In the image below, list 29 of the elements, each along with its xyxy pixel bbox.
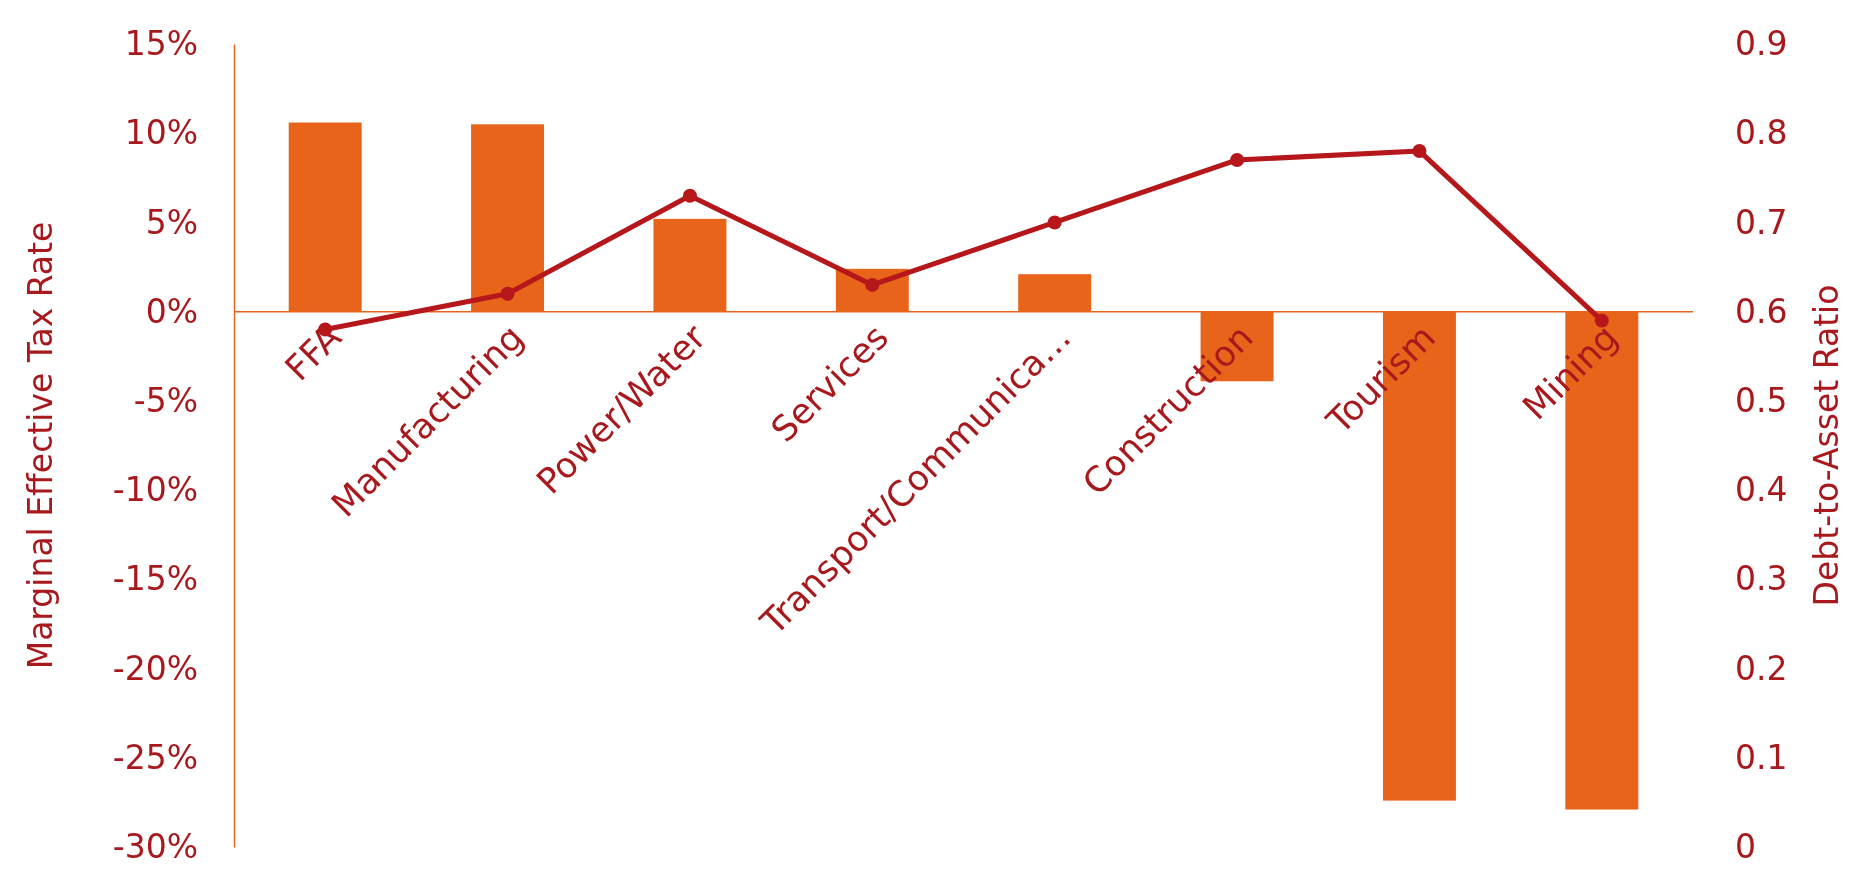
y2-tick-label: 0.7 [1735, 202, 1788, 242]
y-tick-label: -5% [133, 380, 198, 420]
point [500, 286, 515, 301]
y-tick-label: -20% [112, 648, 198, 688]
y2-tick-label: 0.6 [1735, 291, 1788, 331]
y2-tick-label: 0 [1735, 827, 1756, 867]
y2-tick-label: 0.1 [1735, 737, 1788, 777]
point [1412, 144, 1427, 159]
point [1594, 313, 1609, 328]
y-axis-title: Marginal Effective Tax Rate [21, 221, 60, 670]
y2-tick-label: 0.4 [1735, 470, 1788, 510]
y2-tick-label: 0.9 [1735, 24, 1788, 64]
y-tick-label: -10% [112, 470, 198, 510]
point [1047, 215, 1062, 230]
y-tick-label: -15% [112, 559, 198, 599]
y-tick-label: -30% [112, 827, 198, 867]
y-tick-label: -25% [112, 737, 198, 777]
y2-tick-label: 0.2 [1735, 648, 1788, 688]
y2-axis-title: Debt-to-Asset Ratio [1807, 284, 1846, 607]
y2-tick-label: 0.3 [1735, 559, 1788, 599]
y-tick-label: 15% [124, 24, 198, 64]
y-tick-label: 10% [124, 113, 198, 153]
y2-tick-label: 0.5 [1735, 380, 1788, 420]
y-tick-label: 5% [145, 202, 198, 242]
y-tick-label: 0% [145, 291, 198, 331]
point [1230, 152, 1245, 167]
y2-tick-label: 0.8 [1735, 113, 1788, 153]
point [682, 188, 697, 203]
point [865, 277, 880, 292]
